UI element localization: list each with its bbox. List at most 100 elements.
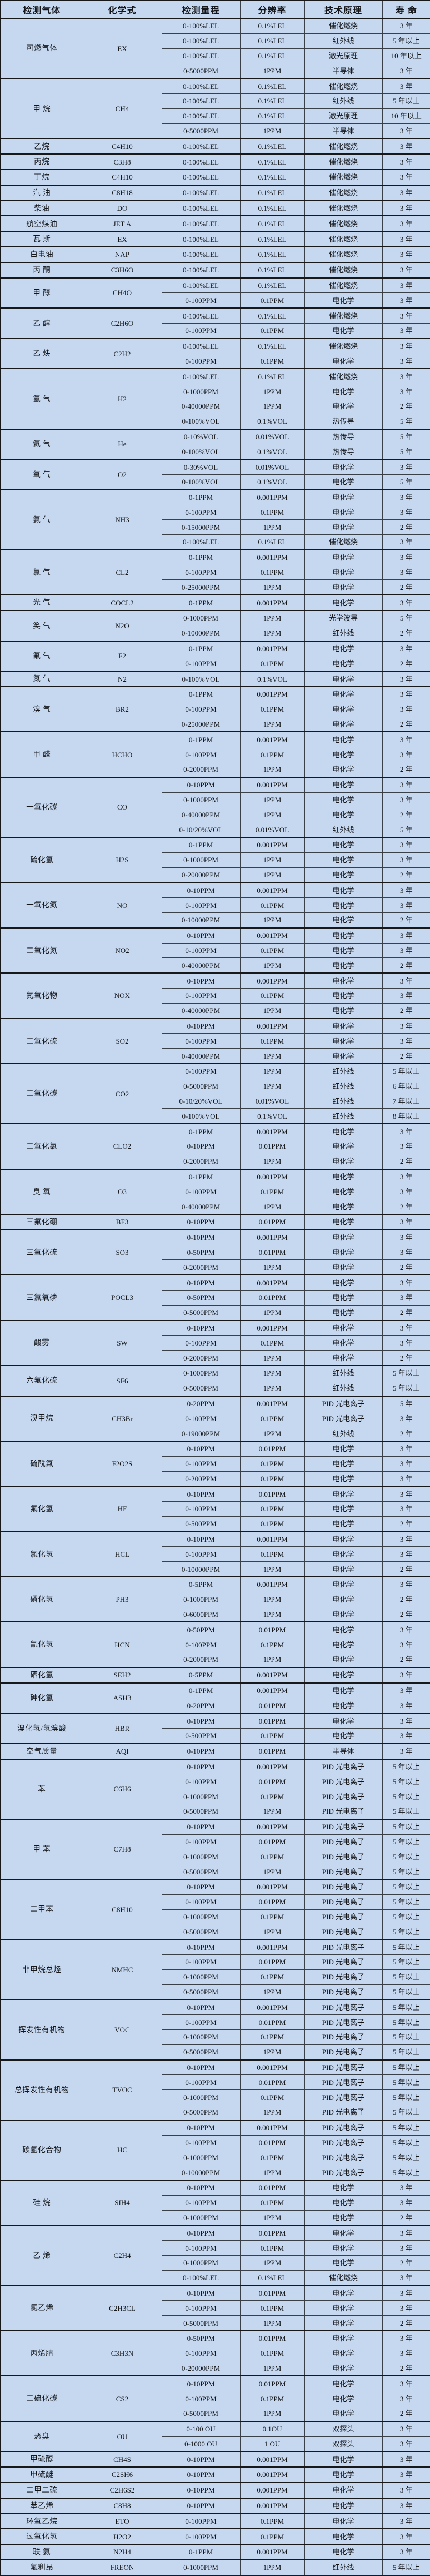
table-row: 0-100PPM 0.1PPM 电化学 3 年 [1,988,430,1004]
formula-cell: C2SH6 [82,2466,162,2483]
resolution-cell: 0.001PPM [239,2481,305,2499]
principle-cell: 电化学 [304,1516,383,1532]
formula-cell: SW [82,1319,162,1366]
lifespan-cell: 3 年 [382,731,430,748]
range-cell: 0-100PPM [161,1335,241,1351]
table-row: 0-100PPM 0.1PPM 电化学 3 年 [1,1546,430,1562]
resolution-cell: 0.1%LEL [239,307,305,324]
table-row: 0-1000PPM 1PPM 电化学 2 年 [1,2255,430,2271]
table-header: 检测气体 化学式 检测量程 分辨率 技术原理寿 命 [0,0,430,19]
range-cell: 0-10000PPM [161,1561,241,1577]
table-row: 硫酰氟 F2O2S 0-10PPM 0.01PPM 电化学 3 年 [0,1440,430,1487]
resolution-cell: 0.1%LEL [239,184,305,201]
lifespan-cell: 3 年 [382,459,430,475]
lifespan-cell: 3 年 [382,78,430,94]
range-cell: 0-100%LEL [161,200,241,216]
lifespan-cell: 3 年 [382,534,430,550]
formula-cell: FREON [82,2559,162,2576]
range-cell: 0-10PPM [161,927,241,944]
lifespan-cell: 3 年 [382,927,430,944]
principle-cell: 电化学 [304,882,383,899]
column-header: 寿 命 [382,0,430,19]
resolution-cell: 0.1%LEL [239,93,305,109]
resolution-cell: 1PPM [239,1561,305,1577]
table-row: 0-2000PPM 1PPM 电化学 2 年 [1,1153,430,1170]
resolution-cell: 1PPM [239,1048,305,1064]
resolution-cell: 1PPM [239,1591,305,1607]
lifespan-cell: 5 年 [382,822,430,838]
range-cell: 0-100PPM [161,2014,241,2030]
resolution-cell: 0.001PPM [239,1531,305,1547]
resolution-cell: 0.1%LEL [239,200,305,216]
principle-cell: 红外线 [304,1364,383,1381]
table-row: 二氧化碳 CO2 0-100PPM 1PPM 红外线 5 年以上 [0,1063,430,1124]
lifespan-cell: 2 年 [382,2315,430,2331]
table-row: 0-100PPM 0.01PPM PID 光电离子 5 年以上 [1,2135,430,2151]
lifespan-cell: 5 年以上 [382,1954,430,1970]
table-row: 0-1000PPM 1PPM 电化学 3 年 [1,792,430,808]
resolution-cell: 0.001PPM [239,594,305,611]
principle-cell: PID 光电离子 [304,2135,383,2151]
lifespan-cell: 3 年 [382,852,430,868]
resolution-cell: 0.1PPM [239,2391,305,2406]
table-row: 0-100PPM 0.1PPM 电化学 3 年 [1,1184,430,1200]
principle-cell: PID 光电离子 [304,1909,383,1925]
table-row: 0-100PPM 0.1PPM 电化学 3 年 [1,504,430,520]
lifespan-cell: 3 年 [382,1728,430,1744]
range-cell: 0-40000PPM [161,807,241,823]
table-row: 0-25000PPM 1PPM 电化学 2 年 [1,716,430,732]
principle-cell: PID 光电离子 [304,1395,383,1412]
table-row: 0-1000PPM 0.1PPM PID 光电离子 5 年以上 [1,2089,430,2105]
range-cell: 0-5000PPM [161,2405,241,2422]
resolution-cell: 0.1OU [239,2420,305,2437]
lifespan-cell: 2 年 [382,625,430,642]
table-row: 0-40000PPM 1PPM 电化学 2 年 [1,1199,430,1215]
principle-cell: PID 光电离子 [304,2014,383,2030]
formula-cell: CO2 [82,1063,162,1124]
range-cell: 0-25000PPM [161,716,241,732]
table-row: 0-10000PPM 1PPM 电化学 2 年 [1,1561,430,1577]
principle-cell: 红外线 [304,33,383,49]
lifespan-cell: 5 年以上 [382,2150,430,2166]
table-row: 过氧化氢 H2O2 0-100PPM 0.1PPM 电化学 3 年 [0,2528,430,2545]
resolution-cell: 1PPM [239,1426,305,1442]
table-body: 可燃气体 EX 0-100%LEL 0.1%LEL 催化燃烧 3 年 0-100%LEL 0.… [0,17,430,2576]
table-row: 0-100PPM 0.01PPM PID 光电离子 5 年以上 [1,2014,430,2030]
lifespan-cell: 5 年以上 [382,1984,430,2000]
table-row: 0-100PPM 0.1PPM 电化学 3 年 [1,2195,430,2211]
principle-cell: 电化学 [304,2544,383,2560]
principle-cell: 双探头 [304,2436,383,2452]
lifespan-cell: 3 年 [382,1411,430,1427]
principle-cell: PID 光电离子 [304,1999,383,2016]
table-row: 乙 炔 C2H2 0-100%LEL 0.1%LEL 催化燃烧 3 年 [0,337,430,369]
lifespan-cell: 3 年 [382,368,430,385]
formula-cell: HBR [82,1713,162,1744]
table-row: 0-10000PPM 1PPM 电化学 2 年 [1,912,430,929]
principle-cell: 电化学 [304,1244,383,1260]
range-cell: 0-10PPM [161,776,241,793]
range-cell: 0-10PPM [161,2497,241,2514]
table-row: 恶臭 OU 0-100 OU 0.1OU 双探头 3 年 [0,2420,430,2452]
resolution-cell: 0.1PPM [239,2240,305,2256]
resolution-cell: 1PPM [239,2255,305,2271]
range-cell: 0-10/20%VOL [161,1093,241,1109]
gas-name-cell: 二硫化碳 [0,2375,83,2422]
range-cell: 0-100PPM [161,2345,241,2361]
resolution-cell: 0.01%VOL [239,822,305,838]
principle-cell: 电化学 [304,1440,383,1457]
lifespan-cell: 3 年 [382,1335,430,1351]
range-cell: 0-100%LEL [161,246,241,263]
lifespan-cell: 2 年 [382,1350,430,1366]
resolution-cell: 0.001PPM [239,776,305,793]
principle-cell: 电化学 [304,353,383,369]
lifespan-cell: 3 年 [382,1018,430,1034]
resolution-cell: 1PPM [239,1259,305,1275]
range-cell: 0-100PPM [161,2240,241,2256]
table-row: 三氯氧磷 POCL3 0-10PPM 0.001PPM 电化学 3 年 [0,1274,430,1321]
resolution-cell: 1PPM [239,398,305,414]
gas-name-cell: 一氧化氮 [0,882,83,929]
table-row: 0-5000PPM 1PPM PID 光电离子 5 年以上 [1,2044,430,2061]
lifespan-cell: 5 年以上 [382,1924,430,1940]
lifespan-cell: 2 年 [382,1426,430,1442]
lifespan-cell: 3 年 [382,307,430,324]
